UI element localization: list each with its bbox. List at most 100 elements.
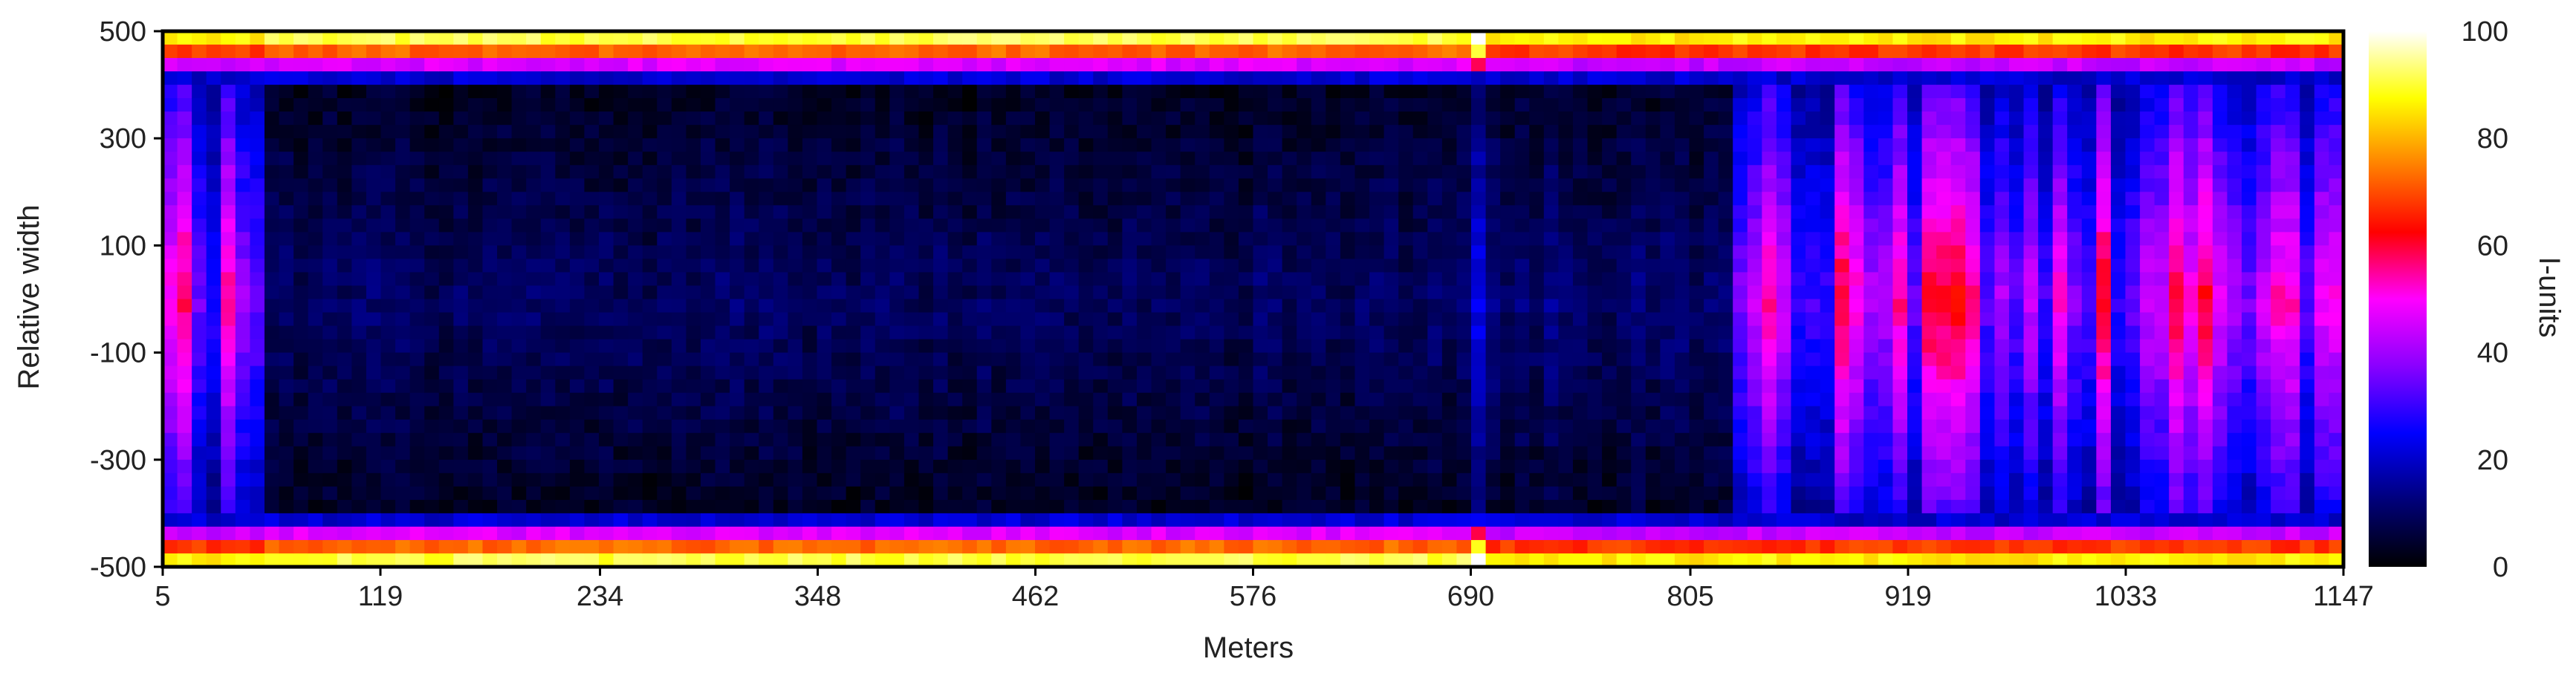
heatmap-cell — [991, 325, 1007, 340]
heatmap-cell — [1398, 152, 1414, 166]
heatmap-cell — [788, 218, 803, 233]
heatmap-cell — [1049, 205, 1065, 219]
heatmap-cell — [1093, 259, 1109, 273]
heatmap-cell — [467, 419, 484, 434]
heatmap-cell — [584, 45, 600, 59]
heatmap-cell — [1704, 499, 1719, 514]
heatmap-cell — [1689, 98, 1704, 112]
heatmap-cell — [497, 419, 513, 434]
heatmap-cell — [875, 45, 890, 59]
heatmap-cell — [1136, 513, 1152, 527]
heatmap-cell — [962, 299, 978, 313]
heatmap-cell — [351, 218, 367, 233]
heatmap-cell — [380, 472, 396, 487]
heatmap-cell — [366, 526, 382, 541]
heatmap-cell — [1151, 392, 1167, 407]
heatmap-cell — [788, 192, 803, 206]
heatmap-cell — [1921, 138, 1937, 152]
heatmap-cell — [976, 366, 992, 380]
heatmap-cell — [947, 285, 963, 300]
heatmap-cell — [671, 446, 687, 461]
heatmap-cell — [1282, 325, 1297, 340]
heatmap-cell — [1936, 539, 1952, 554]
heatmap-cell — [192, 272, 207, 287]
heatmap-cell — [1180, 513, 1195, 527]
heatmap-cell — [1849, 432, 1864, 447]
heatmap-cell — [1806, 339, 1821, 354]
heatmap-cell — [1005, 218, 1022, 233]
heatmap-cell — [511, 31, 527, 45]
heatmap-cell — [1849, 31, 1864, 45]
heatmap-cell — [686, 392, 701, 407]
heatmap-cell — [933, 446, 949, 461]
heatmap-cell — [642, 432, 658, 447]
heatmap-cell — [424, 312, 440, 327]
heatmap-cell — [1485, 325, 1501, 340]
heatmap-cell — [279, 419, 294, 434]
heatmap-cell — [1500, 85, 1516, 99]
heatmap-cell — [889, 446, 905, 461]
heatmap-cell — [1674, 459, 1690, 474]
heatmap-cell — [438, 205, 454, 219]
heatmap-cell — [744, 526, 759, 541]
heatmap-cell — [700, 539, 716, 554]
heatmap-cell — [1776, 513, 1792, 527]
heatmap-cell — [817, 513, 832, 527]
heatmap-cell — [788, 366, 803, 380]
heatmap-cell — [991, 245, 1007, 260]
heatmap-cell — [962, 406, 978, 420]
heatmap-cell — [1936, 152, 1952, 166]
heatmap-cell — [1921, 178, 1937, 192]
heatmap-cell — [540, 58, 556, 72]
heatmap-cell — [366, 446, 382, 461]
heatmap-cell — [1297, 285, 1312, 300]
heatmap-cell — [1689, 392, 1704, 407]
heatmap-cell — [875, 259, 890, 273]
heatmap-cell — [1645, 138, 1661, 152]
heatmap-cell — [264, 392, 280, 407]
heatmap-cell — [903, 325, 920, 340]
heatmap-cell — [860, 419, 876, 434]
heatmap-cell — [1543, 98, 1559, 112]
heatmap-cell — [1820, 352, 1835, 367]
heatmap-cell — [599, 152, 614, 166]
heatmap-cell — [1253, 352, 1268, 367]
heatmap-cell — [1674, 285, 1690, 300]
heatmap-cell — [1660, 285, 1675, 300]
heatmap-cell — [1921, 71, 1937, 85]
heatmap-cell — [1965, 392, 1981, 407]
heatmap-cell — [1268, 312, 1283, 327]
heatmap-cell — [1878, 459, 1894, 474]
heatmap-cell — [1631, 352, 1647, 367]
heatmap-cell — [366, 472, 382, 487]
heatmap-cell — [1892, 299, 1908, 313]
heatmap-cell — [1645, 459, 1661, 474]
heatmap-cell — [1820, 406, 1835, 420]
heatmap-cell — [700, 553, 716, 568]
heatmap-cell — [221, 165, 236, 179]
heatmap-cell — [1704, 85, 1719, 99]
heatmap-cell — [293, 486, 309, 501]
heatmap-cell — [933, 352, 949, 367]
heatmap-cell — [1602, 526, 1618, 541]
heatmap-cell — [1631, 58, 1647, 72]
heatmap-cell — [730, 325, 745, 340]
heatmap-cell — [497, 98, 513, 112]
heatmap-cell — [657, 406, 672, 420]
heatmap-cell — [642, 71, 658, 85]
heatmap-cell — [1253, 312, 1268, 327]
heatmap-cell — [1151, 272, 1167, 287]
heatmap-cell — [279, 125, 294, 139]
heatmap-cell — [1093, 152, 1109, 166]
heatmap-cell — [860, 513, 876, 527]
heatmap-cell — [1747, 446, 1762, 461]
heatmap-cell — [308, 379, 323, 394]
heatmap-cell — [657, 85, 672, 99]
heatmap-cell — [1762, 419, 1777, 434]
heatmap-cell — [1209, 272, 1224, 287]
heatmap-cell — [1005, 138, 1022, 152]
heatmap-cell — [846, 472, 861, 487]
heatmap-cell — [380, 392, 396, 407]
heatmap-cell — [1224, 125, 1239, 139]
heatmap-cell — [1441, 446, 1458, 461]
